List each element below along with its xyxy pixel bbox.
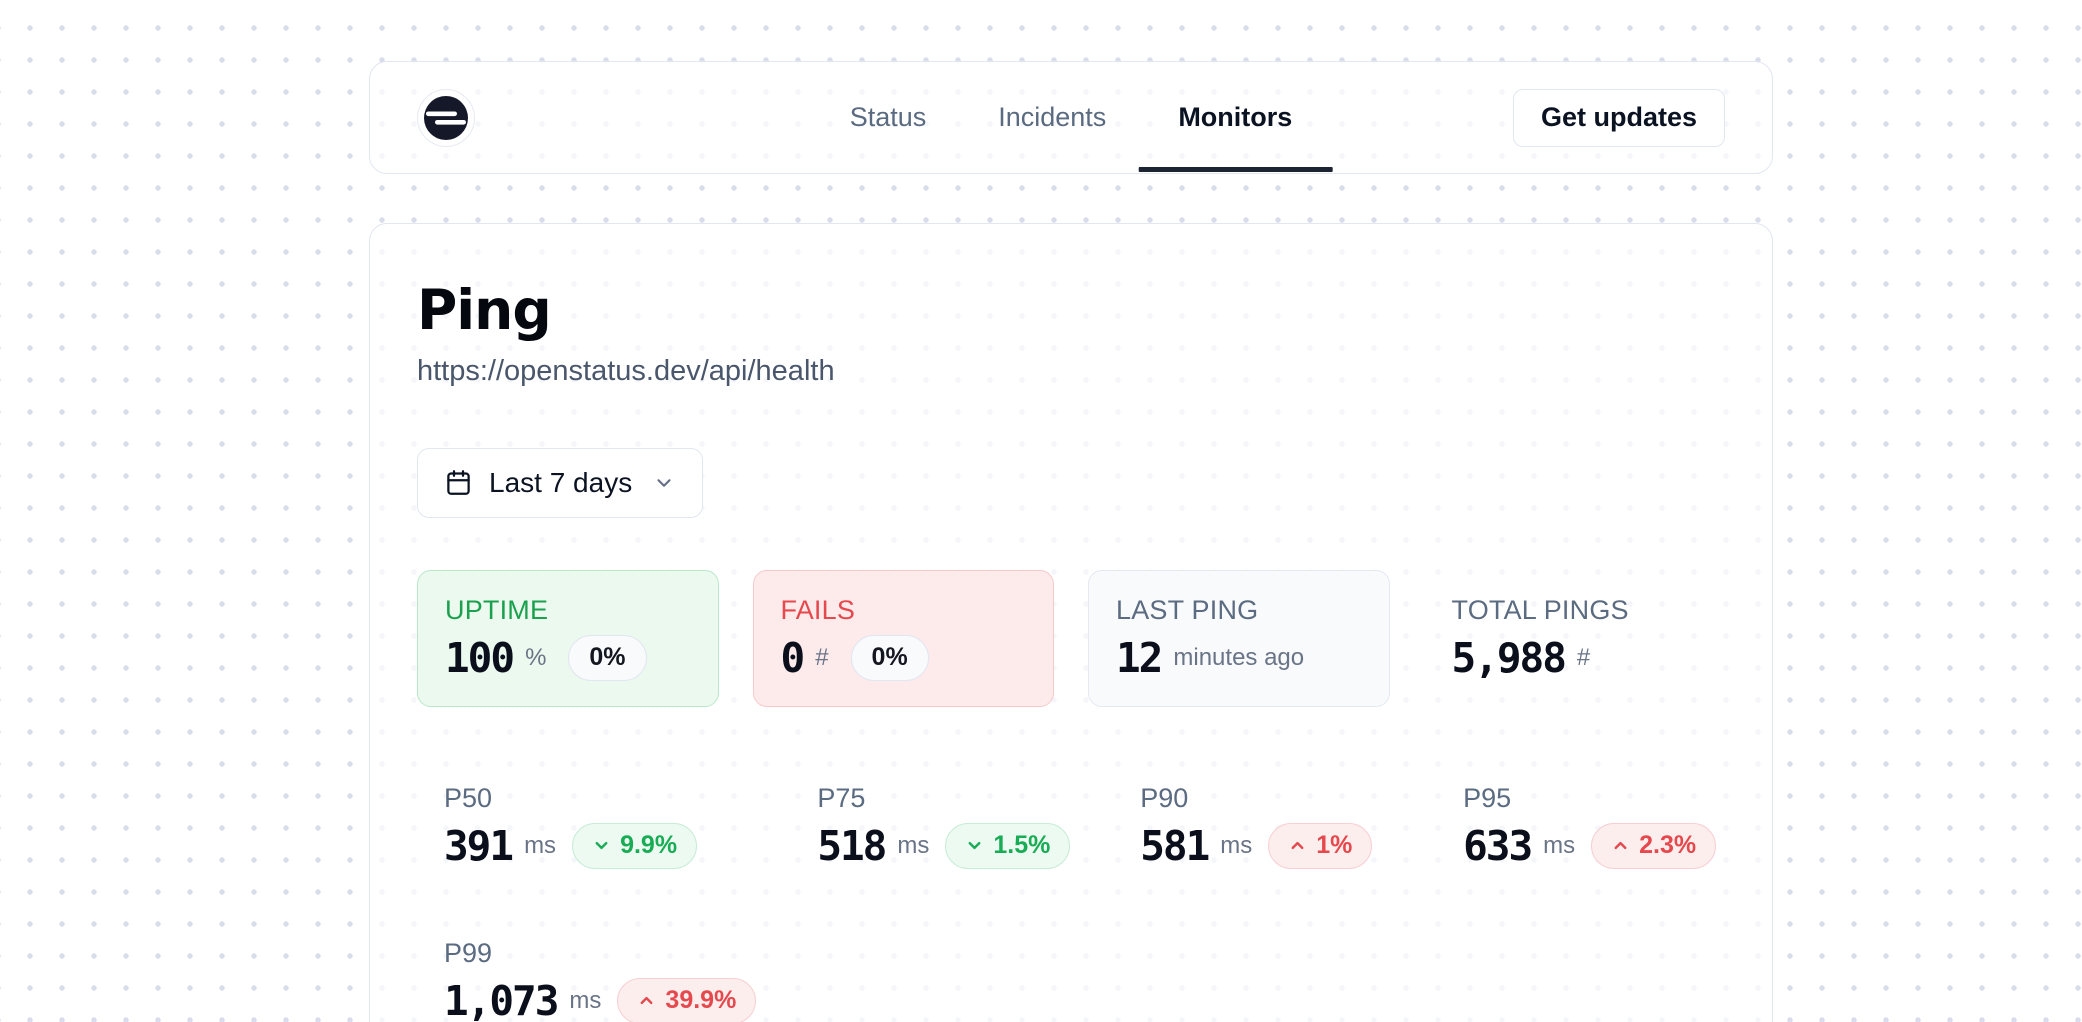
stat-unit: # bbox=[815, 643, 829, 671]
stat-card-fails: FAILS 0 # 0% bbox=[752, 569, 1054, 707]
stat-card-uptime: UPTIME 100 % 0% bbox=[417, 569, 719, 707]
percentile-value: 391 bbox=[444, 821, 514, 870]
trend-up-icon bbox=[637, 991, 656, 1010]
percentile-p50: P50 391 ms 9.9% bbox=[417, 783, 756, 870]
percentile-unit: ms bbox=[1543, 831, 1576, 859]
percentile-value: 581 bbox=[1140, 821, 1210, 870]
percentile-label: P99 bbox=[444, 937, 493, 968]
calendar-icon bbox=[445, 469, 472, 496]
tab-incidents[interactable]: Incidents bbox=[998, 102, 1107, 132]
percentile-value: 1,073 bbox=[444, 976, 559, 1022]
nav-tabs: Status Incidents Monitors bbox=[849, 62, 1333, 173]
percentile-unit: ms bbox=[524, 831, 557, 859]
get-updates-button[interactable]: Get updates bbox=[1512, 88, 1725, 147]
percentiles-grid: P50 391 ms 9.9% P75 518 ms bbox=[417, 783, 1725, 1022]
trend-badge: 1.5% bbox=[945, 822, 1071, 869]
percentile-value: 633 bbox=[1463, 821, 1533, 870]
stat-label: TOTAL PINGS bbox=[1451, 594, 1629, 625]
trend-down-icon bbox=[592, 836, 611, 855]
stat-change-badge: 0% bbox=[568, 634, 647, 681]
stat-value: 12 bbox=[1116, 633, 1163, 682]
openstatus-logo-icon bbox=[424, 95, 468, 140]
stat-change-badge: 0% bbox=[850, 634, 929, 681]
trend-badge: 39.9% bbox=[617, 977, 757, 1022]
stat-label: FAILS bbox=[780, 594, 856, 625]
chevron-down-icon bbox=[653, 472, 675, 494]
page-title: Ping bbox=[417, 278, 552, 342]
stat-label: UPTIME bbox=[445, 594, 549, 625]
stat-value: 100 bbox=[445, 633, 515, 682]
date-range-label: Last 7 days bbox=[489, 466, 633, 498]
trend-down-icon bbox=[965, 836, 984, 855]
page-content: Status Incidents Monitors Get updates Pi… bbox=[369, 61, 1773, 1022]
stat-unit: % bbox=[525, 643, 547, 671]
trend-up-icon bbox=[1611, 836, 1630, 855]
stat-value: 5,988 bbox=[1451, 633, 1567, 682]
stat-value: 0 bbox=[780, 633, 806, 682]
percentile-label: P50 bbox=[444, 782, 493, 813]
percentile-p95: P95 633 ms 2.3% bbox=[1436, 783, 1725, 870]
monitor-url: https://openstatus.dev/api/health bbox=[417, 354, 835, 387]
trend-up-icon bbox=[1288, 836, 1307, 855]
tab-monitors[interactable]: Monitors bbox=[1138, 62, 1333, 173]
tab-status[interactable]: Status bbox=[849, 102, 927, 132]
percentile-label: P90 bbox=[1140, 782, 1189, 813]
percentile-p75: P75 518 ms 1.5% bbox=[790, 783, 1079, 870]
percentile-unit: ms bbox=[569, 986, 602, 1014]
percentile-p90: P90 581 ms 1% bbox=[1113, 783, 1402, 870]
trend-badge: 2.3% bbox=[1591, 822, 1717, 869]
percentile-unit: ms bbox=[897, 831, 930, 859]
percentile-p99: P99 1,073 ms 39.9% bbox=[417, 937, 757, 1022]
stat-card-last-ping: LAST PING 12 minutes ago bbox=[1088, 569, 1390, 707]
openstatus-logo[interactable] bbox=[417, 88, 475, 147]
monitor-card: Ping https://openstatus.dev/api/health L… bbox=[369, 223, 1773, 1022]
stat-unit: minutes ago bbox=[1173, 643, 1305, 671]
trend-badge: 1% bbox=[1268, 822, 1373, 869]
stat-unit: # bbox=[1576, 643, 1591, 671]
top-navigation: Status Incidents Monitors Get updates bbox=[369, 61, 1773, 174]
stat-card-total-pings: TOTAL PINGS 5,988 # bbox=[1424, 570, 1726, 707]
trend-badge: 9.9% bbox=[572, 822, 698, 869]
percentile-label: P75 bbox=[817, 782, 866, 813]
percentile-unit: ms bbox=[1220, 831, 1253, 859]
stat-label: LAST PING bbox=[1116, 594, 1259, 625]
percentile-value: 518 bbox=[817, 821, 887, 870]
percentile-label: P95 bbox=[1463, 782, 1512, 813]
date-range-picker[interactable]: Last 7 days bbox=[417, 447, 704, 518]
stats-row: UPTIME 100 % 0% FAILS 0 # 0% LAST PING bbox=[417, 569, 1726, 707]
